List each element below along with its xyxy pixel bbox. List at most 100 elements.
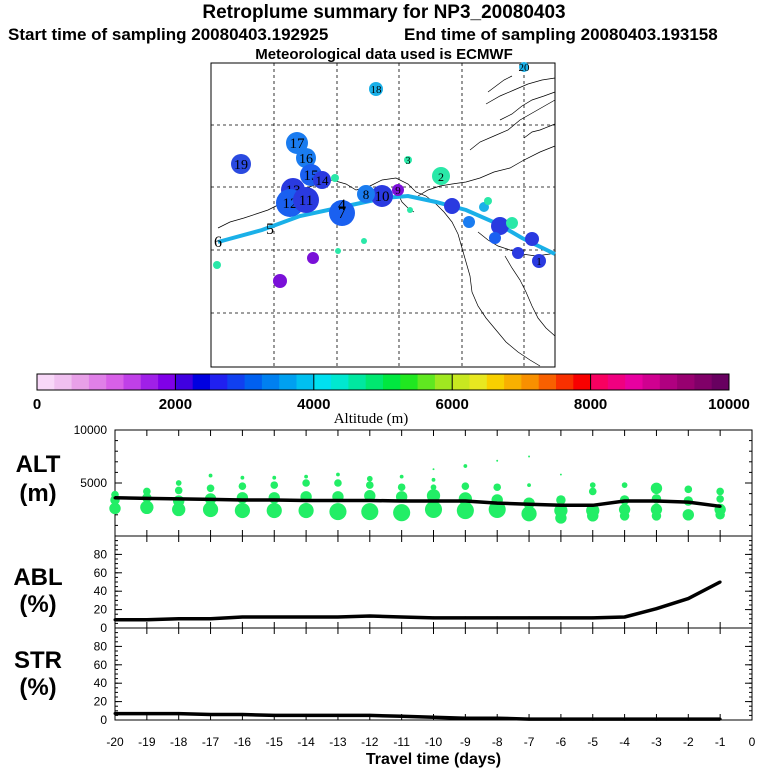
series-point — [432, 616, 435, 620]
x-tick-label: -2 — [683, 735, 694, 749]
altitude-scatter-point — [461, 482, 470, 490]
colorbar-cell — [400, 374, 419, 390]
panel-label: ABL — [13, 564, 62, 591]
met-data-label: Meteorological data used is ECMWF — [255, 46, 513, 63]
altitude-scatter-point — [554, 503, 568, 518]
series-point — [432, 499, 435, 503]
series-point — [304, 713, 308, 717]
cluster-5: 5 — [266, 221, 274, 238]
y-tick-label: 40 — [94, 676, 108, 690]
colorbar-cell — [659, 374, 678, 390]
altitude-scatter-point — [268, 492, 280, 504]
svg-text:20: 20 — [519, 62, 531, 74]
svg-text:14: 14 — [316, 173, 330, 188]
svg-text:8: 8 — [363, 187, 370, 202]
x-axis-label: Travel time (days) — [366, 751, 501, 768]
colorbar-cell — [106, 374, 124, 390]
series-point — [336, 498, 340, 502]
series-point — [718, 717, 722, 721]
altitude-scatter-point — [266, 502, 282, 519]
altitude-scatter-point — [430, 484, 437, 491]
colorbar-cell — [54, 374, 73, 390]
altitude-scatter-point — [556, 495, 566, 505]
altitude-scatter-point — [618, 503, 631, 516]
cluster-14: 14 — [313, 171, 331, 189]
cluster-10: 10 — [371, 185, 393, 207]
altitude-scatter-point — [304, 474, 308, 479]
y-tick-label: 10000 — [74, 423, 108, 437]
colorbar-tick-label: 10000 — [708, 396, 750, 413]
series-point — [654, 717, 658, 721]
svg-text:19: 19 — [234, 158, 248, 173]
series-point — [527, 717, 531, 721]
x-tick-label: -11 — [393, 735, 410, 749]
altitude-scatter-point — [463, 464, 468, 468]
series-line — [115, 580, 721, 622]
svg-text:9: 9 — [395, 185, 401, 197]
trajectory-map: 20 18 17 19 16 15 14 13 12 11 10 9 8 7 6… — [210, 62, 556, 368]
time-series-panels: 100005000ALT(m)020406080ABL(%)020406080S… — [13, 423, 755, 768]
series-point — [272, 615, 276, 619]
altitude-scatter-point — [458, 492, 472, 506]
colorbar-cell — [244, 374, 263, 390]
colorbar-cell — [625, 374, 643, 390]
series-point — [432, 715, 435, 719]
series-point — [591, 616, 595, 620]
series-point — [463, 499, 467, 503]
x-tick-label: -16 — [234, 735, 252, 749]
y-tick-label: 5000 — [80, 476, 107, 490]
x-tick-label: -10 — [425, 735, 443, 749]
altitude-scatter-point — [109, 502, 121, 515]
series-point — [686, 597, 690, 601]
colorbar-cell — [469, 374, 488, 390]
series-point — [495, 501, 499, 505]
series-point — [463, 616, 467, 620]
series-point — [209, 617, 213, 621]
x-tick-label: -13 — [329, 735, 347, 749]
series-point — [495, 616, 499, 620]
colorbar-cell — [694, 374, 713, 390]
colorbar-cell — [210, 374, 228, 390]
panel-label: STR — [14, 647, 62, 674]
altitude-scatter-point — [527, 483, 531, 488]
svg-text:6: 6 — [214, 234, 222, 251]
altitude-scatter-point — [399, 474, 404, 479]
series-point — [368, 498, 372, 502]
altitude-scatter-point — [240, 475, 245, 480]
cluster-17: 17 — [286, 132, 308, 154]
y-tick-label: 80 — [94, 547, 108, 561]
altitude-scatter-point — [424, 500, 443, 519]
cluster-20: 20 — [519, 62, 531, 74]
y-tick-label: 20 — [94, 695, 108, 709]
cluster-4: 4 — [338, 197, 346, 214]
y-tick-label: 60 — [94, 658, 108, 672]
series-point — [368, 614, 372, 618]
colorbar-cell — [452, 374, 470, 390]
altitude-scatter-point — [270, 481, 279, 489]
altitude-scatter-point — [621, 482, 628, 488]
panel-abl: 0 20 40 60 80 ABL(%) — [13, 535, 753, 635]
altitude-scatter-point — [174, 486, 183, 495]
cluster-8: 8 — [357, 185, 375, 203]
y-tick-label: 80 — [94, 639, 108, 653]
colorbar-cell — [677, 374, 695, 390]
colorbar-cell — [590, 374, 609, 390]
series-point — [145, 712, 149, 716]
map-frame — [210, 62, 556, 368]
cluster-16: 16 — [296, 148, 316, 168]
panel-frame — [114, 627, 753, 721]
series-point — [240, 498, 244, 502]
series-point — [654, 607, 658, 611]
colorbar-cell — [556, 374, 574, 390]
series-point — [623, 615, 627, 619]
x-tick-label: -18 — [170, 735, 188, 749]
colorbar-cell — [417, 374, 436, 390]
altitude-scatter-point — [173, 495, 185, 507]
altitude-scatter-point — [366, 475, 373, 482]
colorbar-cells — [37, 374, 730, 390]
cluster-7: 7 — [329, 200, 355, 226]
cluster-3: 3 — [404, 156, 412, 167]
series-point — [559, 616, 563, 620]
colorbar-cell — [504, 374, 522, 390]
altitude-scatter-point — [234, 502, 250, 519]
